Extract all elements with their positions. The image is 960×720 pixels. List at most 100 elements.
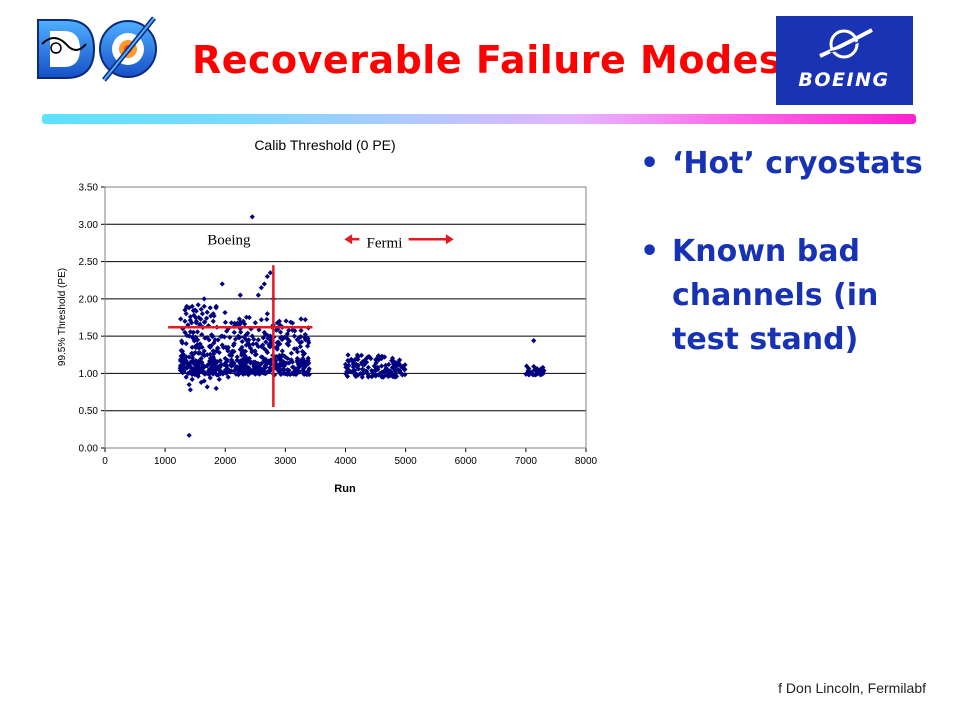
- data-point: [213, 385, 219, 391]
- data-point: [355, 366, 362, 372]
- data-point: [297, 339, 303, 346]
- data-point: [231, 320, 238, 326]
- data-point: [240, 362, 247, 369]
- data-point: [252, 320, 258, 326]
- data-point: [245, 330, 251, 336]
- data-point: [344, 373, 351, 379]
- data-point: [183, 354, 189, 360]
- data-point: [289, 364, 296, 370]
- y-axis-label: 99.5% Threshold (PE): [57, 268, 68, 366]
- data-point: [216, 349, 222, 356]
- data-point: [375, 353, 382, 359]
- data-point: [219, 281, 225, 287]
- data-point: [296, 335, 302, 341]
- data-point: [198, 355, 204, 362]
- data-point: [181, 369, 187, 375]
- data-point: [276, 367, 282, 373]
- data-point: [379, 353, 385, 359]
- data-point: [348, 356, 354, 362]
- data-point: [246, 369, 252, 375]
- data-point: [193, 335, 199, 342]
- data-point: [231, 329, 237, 336]
- y-tick-label: 2.50: [79, 257, 99, 268]
- data-point: [362, 358, 368, 364]
- data-point: [358, 352, 365, 358]
- data-point: [250, 341, 256, 347]
- data-point: [523, 371, 529, 377]
- data-point: [195, 302, 201, 308]
- y-tick-label: 0.50: [79, 406, 99, 417]
- data-point: [264, 311, 270, 317]
- data-point: [254, 370, 261, 376]
- chart-canvas: Calib Threshold (0 PE) 99.5% Threshold (…: [57, 137, 598, 495]
- data-point: [213, 305, 219, 311]
- data-point: [186, 382, 192, 388]
- data-point: [289, 327, 296, 333]
- data-point: [222, 309, 228, 316]
- data-point: [355, 356, 361, 363]
- slide-footer: f Don Lincoln, Fermilabf: [778, 680, 926, 696]
- data-point: [302, 317, 308, 323]
- data-point: [355, 362, 361, 369]
- data-point: [215, 345, 221, 351]
- data-point: [193, 345, 199, 351]
- annotation-boeing: Boeing: [207, 232, 251, 248]
- data-point: [397, 369, 403, 376]
- data-point: [275, 362, 281, 368]
- bullet-list: • ‘Hot’ cryostats • Known bad channels (…: [640, 142, 940, 362]
- data-point: [267, 336, 273, 343]
- data-point: [363, 359, 370, 365]
- data-point: [294, 346, 300, 352]
- y-tick-label: 1.50: [79, 332, 99, 343]
- data-point: [258, 360, 265, 366]
- data-point: [261, 281, 267, 287]
- data-point: [378, 363, 385, 369]
- data-point: [373, 360, 379, 366]
- data-point: [260, 366, 266, 373]
- data-point: [199, 368, 205, 375]
- data-point: [295, 368, 302, 374]
- data-point: [247, 358, 253, 364]
- data-point: [263, 364, 269, 370]
- data-point: [278, 358, 284, 364]
- data-point: [526, 372, 532, 378]
- data-point: [531, 338, 537, 344]
- data-point: [260, 342, 266, 348]
- data-point: [298, 334, 304, 340]
- data-point: [267, 343, 274, 350]
- chart-annotations: Boeing Fermi: [168, 232, 454, 407]
- data-point: [243, 342, 249, 348]
- fermi-arrow-left-head-icon: [344, 234, 353, 245]
- data-point: [267, 270, 273, 276]
- data-point: [222, 319, 229, 325]
- data-point: [291, 371, 297, 377]
- data-point: [207, 351, 213, 357]
- x-tick-label: 5000: [395, 456, 418, 467]
- data-point: [282, 334, 288, 340]
- data-point: [217, 368, 223, 375]
- data-point: [221, 334, 228, 340]
- data-point: [277, 329, 284, 335]
- data-point: [264, 316, 270, 322]
- data-point: [378, 373, 385, 379]
- data-point: [196, 364, 202, 370]
- data-point: [344, 368, 350, 374]
- data-point: [365, 364, 371, 371]
- data-point: [206, 343, 213, 349]
- x-tick-label: 2000: [214, 456, 237, 467]
- data-point: [529, 369, 535, 375]
- data-point: [201, 348, 207, 354]
- data-point: [258, 317, 264, 323]
- data-point: [238, 329, 244, 335]
- data-point: [189, 303, 195, 309]
- data-point: [182, 318, 188, 324]
- y-tick-label: 2.00: [79, 294, 99, 305]
- data-point: [525, 367, 531, 374]
- data-point: [389, 364, 395, 371]
- x-tick-label: 6000: [455, 456, 478, 467]
- data-point: [211, 366, 217, 372]
- data-point: [263, 339, 269, 345]
- data-point: [283, 371, 289, 377]
- fermi-arrow-right-head-icon: [445, 234, 454, 245]
- data-point: [288, 357, 294, 363]
